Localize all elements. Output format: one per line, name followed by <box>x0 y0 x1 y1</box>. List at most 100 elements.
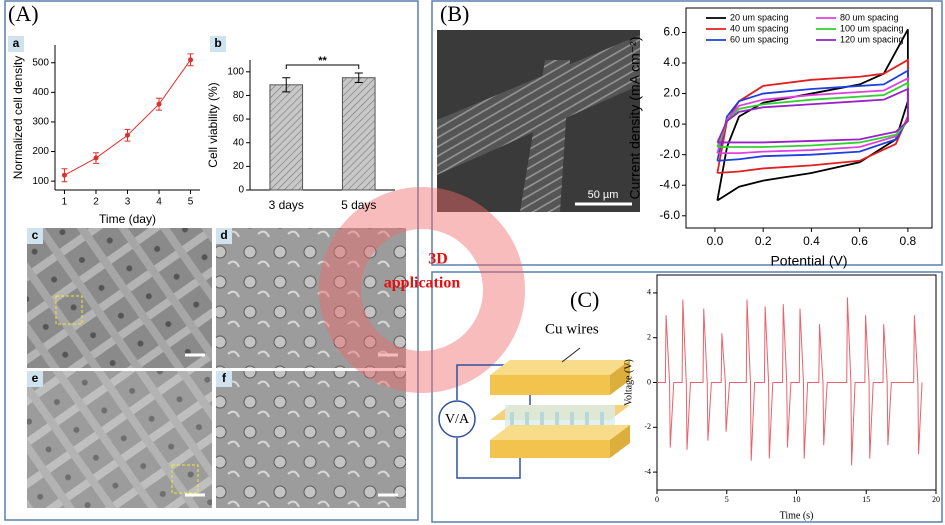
legend-label: 60 um spacing <box>730 34 789 44</box>
y-tick-label: -4 <box>644 467 651 476</box>
legend-label: 20 um spacing <box>730 12 789 22</box>
y-tick-label: 500 <box>32 57 49 68</box>
bar <box>269 84 304 191</box>
x-tick-label: 4 <box>156 197 162 208</box>
data-point <box>61 172 67 178</box>
overlay-text: 3D <box>428 251 448 268</box>
x-tick-label: 0.6 <box>851 234 868 248</box>
y-tick-label: 0 <box>238 185 244 196</box>
panel-frame <box>431 0 943 266</box>
subpanel-label: b <box>214 36 221 50</box>
overlay-ring <box>319 187 525 393</box>
x-axis-label: Time (s) <box>780 510 814 521</box>
data-line <box>716 58 909 174</box>
y-tick-label: 100 <box>32 176 49 187</box>
data-line <box>716 69 909 162</box>
x-tick-label: 3 <box>125 197 131 208</box>
data-point <box>156 101 162 107</box>
micrograph <box>27 371 212 508</box>
micrograph-labels: c d e f <box>27 228 232 387</box>
y-axis-label: Voltage (V) <box>623 359 634 406</box>
significance-bracket <box>285 64 360 69</box>
y-tick-label: 0.0 <box>663 116 680 130</box>
x-tick-label: 0.2 <box>755 234 772 248</box>
x-tick-label: 5 <box>725 495 729 504</box>
x-tick-label: 3 days <box>269 198 304 212</box>
label-box <box>210 36 226 52</box>
y-tick-label: -2 <box>644 422 651 431</box>
micrograph <box>216 371 406 508</box>
y-tick-label: 2.0 <box>663 86 680 100</box>
x-tick-label: 2 <box>93 197 99 208</box>
data-line <box>716 76 909 155</box>
subpanel-label: a <box>13 36 20 50</box>
subpanel-label: e <box>32 371 39 385</box>
meter-label: V/A <box>445 412 470 427</box>
panel-label: (C) <box>570 287 599 312</box>
x-axis-label: Time (day) <box>99 212 156 226</box>
error-bar <box>282 77 291 93</box>
x-tick-label: 0.0 <box>707 234 724 248</box>
y-tick-label: -6.0 <box>659 208 680 222</box>
subpanel-label: d <box>220 228 227 242</box>
y-tick-label: 80 <box>233 90 245 101</box>
device-diagram <box>438 347 630 479</box>
legend-label: 80 um spacing <box>840 12 899 22</box>
scale-label: 50 µm <box>588 189 619 201</box>
data-line <box>716 28 909 202</box>
legend-label: 100 um spacing <box>840 23 904 33</box>
y-tick-label: 400 <box>32 87 49 98</box>
x-tick-label: 5 <box>188 197 194 208</box>
subpanel-label: c <box>32 228 39 242</box>
zoom-box <box>171 464 199 494</box>
annotation: ** <box>318 55 327 67</box>
fiber <box>520 60 570 212</box>
bar <box>341 77 376 191</box>
y-tick-label: 100 <box>227 66 244 77</box>
x-tick-label: 15 <box>862 495 870 504</box>
y-tick-label: -2.0 <box>659 147 680 161</box>
data-line <box>64 59 191 176</box>
y-tick-label: 60 <box>233 114 245 125</box>
data-point <box>125 132 130 138</box>
y-axis-label: Normalized cell density <box>11 56 25 179</box>
panel-label: (B) <box>440 1 469 26</box>
y-tick-label: -4.0 <box>659 177 680 191</box>
x-tick-label: 5 days <box>341 198 376 212</box>
overlay-text: application <box>384 275 461 292</box>
data-line <box>716 87 909 144</box>
y-tick-label: 200 <box>32 146 49 157</box>
x-tick-label: 1 <box>62 197 68 208</box>
y-tick-label: 6.0 <box>663 25 680 39</box>
y-tick-label: 2 <box>647 333 651 342</box>
y-tick-label: 40 <box>233 137 245 148</box>
plot-frame <box>685 7 933 229</box>
y-tick-label: 0 <box>647 377 651 386</box>
panel-frame <box>431 271 943 523</box>
error-bar <box>354 72 363 83</box>
panel-frame <box>4 0 419 521</box>
y-axis-label: Current density (mA cm⁻²) <box>627 37 643 200</box>
x-tick-label: 10 <box>793 495 801 504</box>
legend-label: 40 um spacing <box>730 23 789 33</box>
subpanel-label: f <box>222 371 227 385</box>
label-box <box>27 371 43 387</box>
label-box <box>216 371 232 387</box>
scale-bars <box>185 353 398 497</box>
data-point <box>188 57 194 63</box>
zoom-box <box>55 295 83 325</box>
y-tick-label: 4.0 <box>663 55 680 69</box>
x-tick-label: 0.4 <box>803 234 820 248</box>
micrograph <box>216 228 406 368</box>
y-tick-label: 20 <box>233 161 245 172</box>
data-line <box>657 297 923 466</box>
x-axis-label: Potential (V) <box>770 253 847 269</box>
x-tick-label: 20 <box>932 495 940 504</box>
x-tick-label: 0.8 <box>900 234 917 248</box>
data-line <box>716 81 909 148</box>
diagram-label: Cu wires <box>545 321 599 337</box>
legend-label: 120 um spacing <box>840 34 904 44</box>
y-axis-label: Cell viability (%) <box>206 82 220 167</box>
